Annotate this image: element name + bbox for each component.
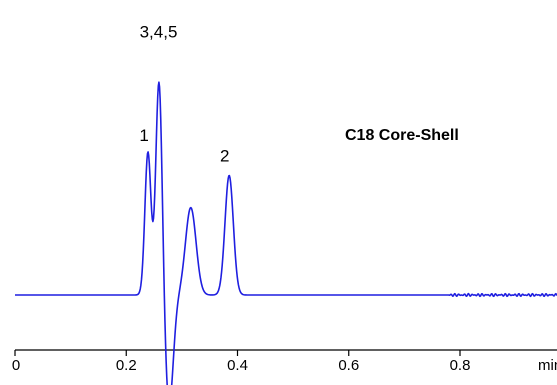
x-axis: 0 0.2 0.4 0.6 0.8 min (12, 349, 557, 374)
peak-label: 3,4,5 (140, 22, 178, 41)
chromatogram-trace (14, 81, 557, 385)
x-axis-unit-label: min (538, 357, 557, 374)
peak-label: 1 (139, 126, 148, 145)
x-tick-label: 0 (12, 357, 20, 374)
x-tick-label: 0.8 (450, 357, 471, 374)
x-tick-label: 0.4 (227, 357, 248, 374)
peak-label: 2 (220, 147, 229, 166)
x-tick-label: 0.2 (116, 357, 137, 374)
x-tick-label: 0.6 (338, 357, 359, 374)
peak-labels: 1 3,4,5 2 (139, 22, 229, 165)
x-axis-ticks: 0 0.2 0.4 0.6 0.8 (12, 350, 471, 374)
chart-title: C18 Core-Shell (345, 127, 459, 144)
